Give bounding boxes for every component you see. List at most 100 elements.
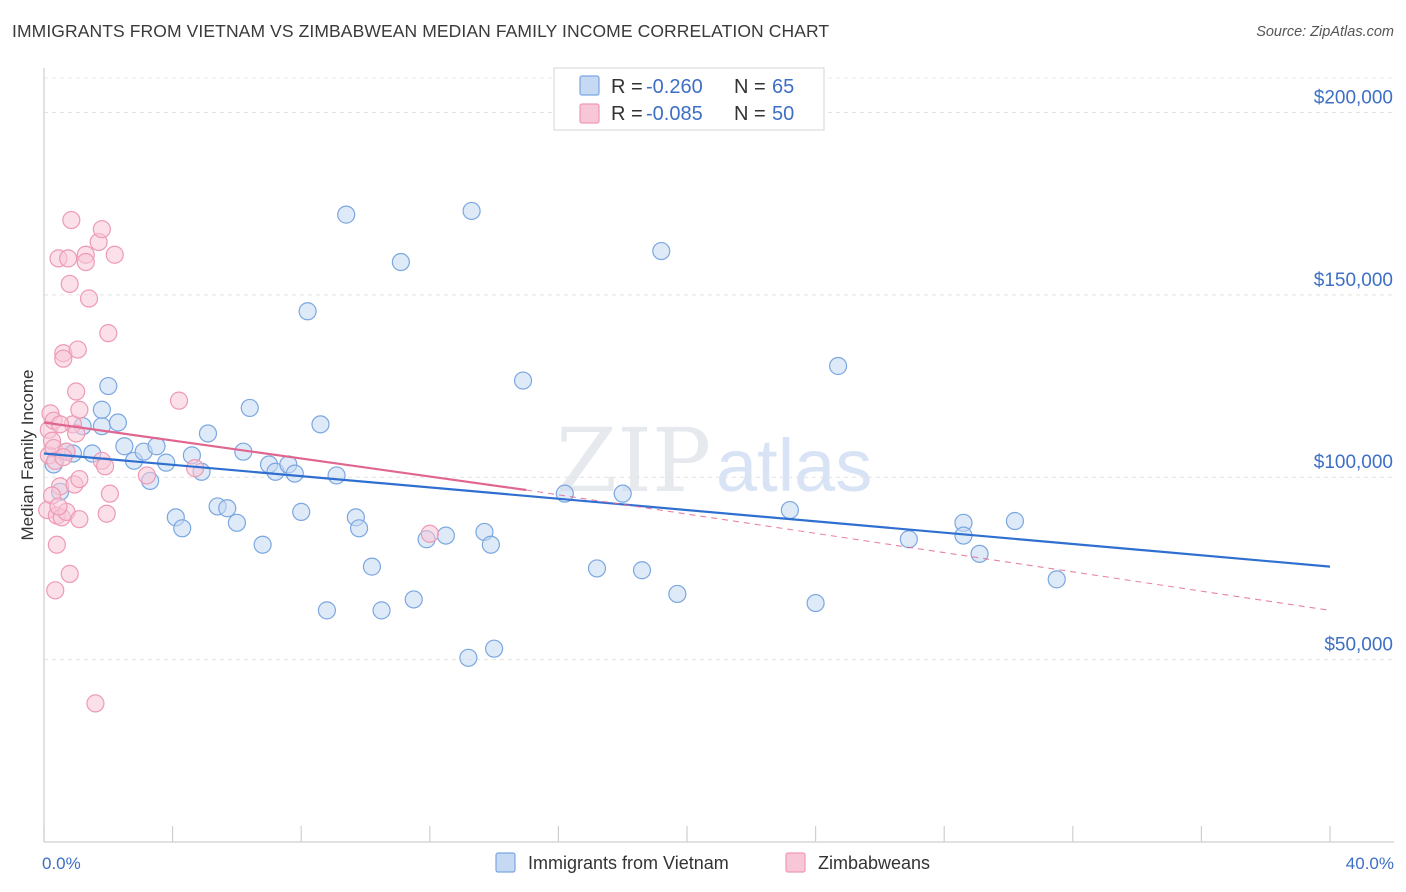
point-zimbabweans [46,581,65,600]
point-zimbabweans [60,274,79,294]
point-zimbabweans [70,400,89,419]
point-zimbabweans [67,424,86,443]
point-vietnam [99,376,118,396]
point-zimbabweans [76,252,95,272]
point-zimbabweans [70,510,89,529]
point-vietnam [227,513,246,532]
point-vietnam [436,526,455,545]
point-vietnam [829,356,848,376]
point-zimbabweans [99,324,118,343]
y-axis-tick-labels: $50,000 $100,000 $150,000 $200,000 [1314,87,1393,655]
legend-n-value-vietnam: 65 [772,76,794,98]
point-zimbabweans [59,249,78,268]
point-vietnam [115,437,134,456]
trend-line-zimbabweans [43,421,527,492]
series-zimbabweans-points [38,210,439,713]
legend-r-label-vietnam: R = [611,76,643,98]
point-vietnam [311,415,330,434]
bottom-legend-swatch-zimbabweans [785,852,806,873]
y-axis-label: Median Family Income [18,369,37,540]
x-axis-tick-labels: 0.0% 40.0% [42,854,1394,873]
point-vietnam [1005,511,1025,531]
point-zimbabweans [100,484,120,503]
legend-bottom: Immigrants from Vietnam Zimbabweans [495,852,930,873]
point-vietnam [899,530,918,549]
point-vietnam [198,424,218,443]
point-vietnam [218,499,237,518]
point-vietnam [292,502,311,521]
point-zimbabweans [68,340,87,359]
point-zimbabweans [54,349,73,368]
point-zimbabweans [105,245,124,264]
point-zimbabweans [49,497,68,516]
point-zimbabweans [92,220,111,239]
point-vietnam [587,559,607,578]
legend-r-value-zimbabweans: -0.085 [646,103,703,125]
point-vietnam [298,302,317,321]
point-vietnam [349,519,369,538]
watermark: ZIP atlas [556,409,872,512]
point-vietnam [92,400,111,419]
point-zimbabweans [95,457,115,476]
legend-n-value-zimbabweans: 50 [772,103,794,125]
point-vietnam [780,500,799,520]
y-tick-label: $100,000 [1314,452,1393,473]
x-tick-label: 40.0% [1346,854,1394,873]
point-vietnam [285,464,304,483]
gridlines [44,77,1394,661]
watermark-atlas: atlas [716,424,872,507]
y-tick-label: $200,000 [1314,87,1393,108]
point-vietnam [362,557,382,576]
legend-top: R = -0.260 N = 65 R = -0.085 N = 50 [553,67,825,131]
bottom-legend-label-vietnam: Immigrants from Vietnam [528,853,729,873]
point-vietnam [806,593,825,613]
bottom-legend-swatch-vietnam [495,852,516,873]
point-zimbabweans [54,448,73,467]
legend-r-label-zimbabweans: R = [611,103,643,125]
point-vietnam [459,648,478,667]
chart-source: Source: ZipAtlas.com [1256,24,1394,40]
point-zimbabweans [97,504,116,523]
point-vietnam [147,437,166,456]
x-axis-ticks [43,826,1331,842]
point-vietnam [240,398,259,418]
point-vietnam [391,252,410,272]
point-zimbabweans [60,564,79,584]
point-vietnam [317,601,337,620]
point-vietnam [327,466,346,485]
point-vietnam [613,484,632,503]
trend-lines [43,421,1331,611]
point-vietnam [652,241,671,261]
series-vietnam-points [44,201,1066,667]
point-vietnam [108,413,128,432]
point-vietnam [404,590,423,609]
point-vietnam [337,205,356,224]
point-vietnam [173,519,192,538]
point-vietnam [668,584,687,604]
point-zimbabweans [137,466,156,485]
x-tick-label: 0.0% [42,854,81,873]
point-zimbabweans [47,535,66,554]
point-zimbabweans [70,469,89,489]
point-vietnam [970,544,989,563]
bottom-legend-label-zimbabweans: Zimbabweans [818,853,930,873]
y-tick-label: $50,000 [1324,635,1393,656]
point-zimbabweans [169,391,189,410]
trend-line-vietnam [43,452,1331,568]
watermark-zip: ZIP [556,409,711,512]
y-tick-label: $150,000 [1314,270,1393,291]
point-zimbabweans [62,210,81,230]
point-zimbabweans [67,382,86,401]
point-vietnam [485,639,504,658]
legend-swatch-vietnam [579,75,600,96]
legend-n-label-vietnam: N = [734,76,766,98]
legend-r-value-vietnam: -0.260 [646,76,703,98]
point-vietnam [1047,570,1066,589]
point-zimbabweans [86,694,105,713]
point-zimbabweans [420,524,439,543]
legend-swatch-zimbabweans [579,103,600,124]
point-vietnam [481,535,500,554]
point-zimbabweans [79,289,99,308]
trend-line-zimbabweans-extended [526,489,1331,611]
